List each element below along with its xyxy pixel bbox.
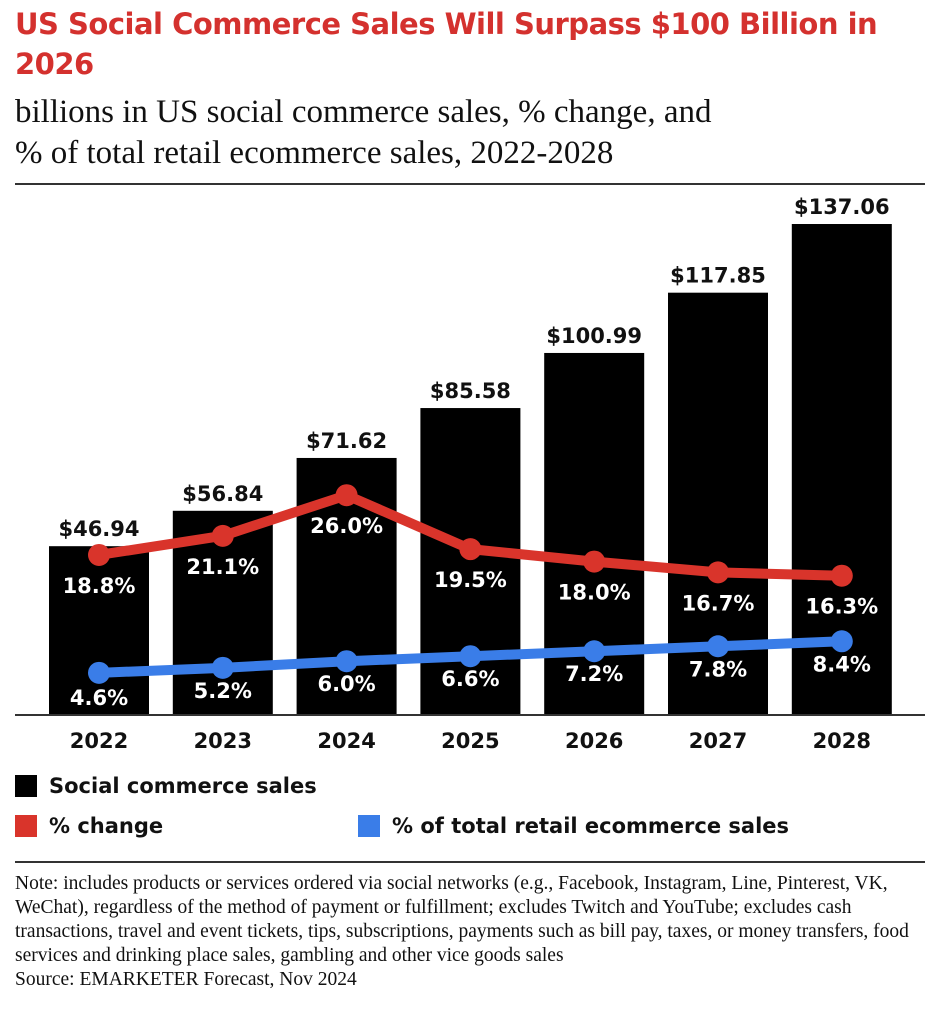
legend-label: Social commerce sales [49, 774, 317, 798]
bar-2022 [49, 546, 149, 714]
legend-item-share: % of total retail ecommerce sales [358, 814, 789, 838]
source-text: Source: EMARKETER Forecast, Nov 2024 [15, 969, 357, 990]
change-point [88, 543, 110, 566]
share-point [459, 645, 482, 668]
share-value-label: 8.4% [813, 652, 871, 676]
legend-item-change: % change [15, 814, 163, 838]
legend-item-sales: Social commerce sales [15, 774, 317, 798]
share-point [88, 661, 110, 684]
change-point [211, 524, 234, 547]
x-tick-label: 2028 [813, 729, 871, 753]
bar-value-label: $137.06 [794, 195, 890, 219]
share-value-label: 4.6% [70, 686, 128, 710]
change-value-label: 26.0% [310, 514, 383, 538]
note-text: Note: includes products or services orde… [15, 873, 909, 966]
change-value-label: 16.3% [805, 595, 878, 619]
share-point [707, 635, 729, 658]
change-value-label: 18.0% [558, 581, 631, 605]
change-point [707, 561, 729, 584]
legend-swatch-red [15, 815, 37, 837]
subtitle-line-1: billions in US social commerce sales, % … [15, 94, 712, 130]
x-tick-label: 2025 [441, 729, 499, 753]
share-value-label: 7.8% [689, 657, 747, 681]
share-point [335, 650, 358, 673]
change-point [830, 564, 853, 587]
legend-label: % of total retail ecommerce sales [392, 814, 790, 838]
x-tick-label: 2024 [317, 729, 375, 753]
share-value-label: 6.0% [317, 672, 375, 696]
subtitle-line-2: % of total retail ecommerce sales, 2022-… [15, 135, 614, 171]
legend-swatch-blue [358, 815, 380, 837]
bar-value-label: $46.94 [58, 517, 139, 541]
share-point [830, 630, 853, 653]
bar-value-label: $71.62 [306, 429, 387, 453]
share-value-label: 7.2% [565, 662, 623, 686]
chart-canvas: $46.94 2022 $56.84 2023 $71.62 2024 $85.58 2025… [15, 195, 925, 753]
change-point [583, 550, 606, 573]
x-tick-label: 2027 [689, 729, 747, 753]
bottom-divider [15, 861, 925, 863]
change-value-label: 19.5% [434, 568, 507, 592]
legend-label: % change [49, 814, 164, 838]
bar-value-label: $56.84 [182, 482, 263, 506]
footnote: Note: includes products or services orde… [15, 872, 920, 992]
x-tick-label: 2023 [194, 729, 252, 753]
x-tick-label: 2022 [70, 729, 128, 753]
share-value-label: 6.6% [441, 667, 499, 691]
bar-value-label: $117.85 [670, 264, 766, 288]
legend-swatch-black [15, 775, 37, 797]
change-value-label: 18.8% [63, 574, 136, 598]
top-divider [15, 183, 925, 185]
change-point [459, 538, 482, 561]
share-value-label: 5.2% [194, 679, 252, 703]
bar-value-label: $85.58 [430, 379, 511, 403]
share-point [583, 640, 606, 663]
x-tick-label: 2026 [565, 729, 623, 753]
change-value-label: 21.1% [186, 555, 259, 579]
change-value-label: 16.7% [682, 591, 755, 615]
chart-title: US Social Commerce Sales Will Surpass $1… [15, 7, 878, 81]
share-point [211, 656, 234, 679]
change-point [335, 484, 358, 507]
bar-value-label: $100.99 [546, 324, 642, 348]
chart-subtitle: billions in US social commerce sales, % … [15, 92, 925, 174]
